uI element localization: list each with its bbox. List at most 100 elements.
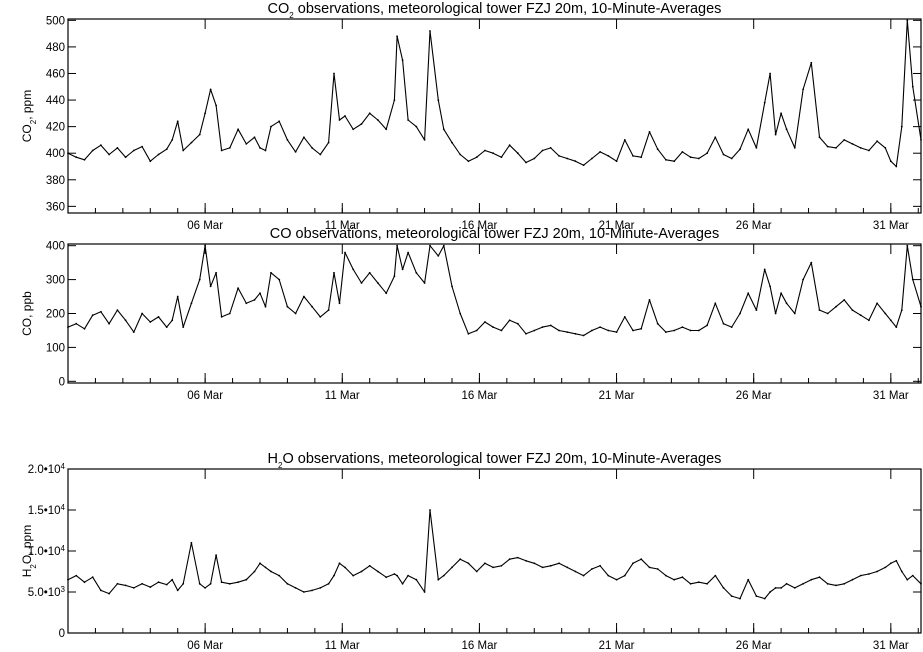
y-tick-mantissa: 400	[46, 148, 65, 160]
data-point	[566, 331, 569, 333]
data-point	[665, 331, 667, 333]
x-tick-label: 16 Mar	[462, 640, 498, 652]
data-point	[484, 562, 486, 565]
panel-title: CO2 observations, meteorological tower F…	[268, 1, 722, 20]
data-point	[264, 566, 267, 569]
y-axis-label-subscript: 2	[29, 564, 38, 569]
data-point	[785, 302, 788, 305]
x-tick-label: 26 Mar	[736, 220, 772, 232]
data-point	[204, 587, 207, 589]
y-axis-label-main: CO	[20, 124, 34, 142]
data-point	[500, 329, 503, 332]
y-tick-mantissa: 1.5•10	[28, 505, 61, 517]
data-point	[780, 292, 782, 295]
panel-title-subscript: 2	[289, 11, 294, 20]
data-point	[868, 573, 870, 575]
data-point	[640, 156, 643, 159]
data-point	[533, 329, 536, 332]
data-point	[415, 125, 418, 128]
data-point	[763, 597, 766, 600]
data-point	[442, 128, 445, 131]
data-point	[396, 574, 398, 577]
data-point	[333, 72, 335, 75]
data-point	[407, 251, 409, 254]
data-point	[648, 299, 651, 301]
x-tick-label: 31 Mar	[873, 220, 909, 232]
data-point	[396, 35, 398, 38]
data-point	[228, 312, 231, 315]
data-point	[566, 157, 569, 160]
data-point	[582, 334, 585, 337]
data-point	[906, 244, 909, 247]
y-tick-exponent: 4	[61, 544, 66, 553]
data-point	[396, 244, 398, 247]
y-axis-label-subscript: 2	[29, 119, 38, 124]
data-point	[377, 282, 379, 284]
data-point	[574, 160, 577, 163]
data-point	[157, 153, 160, 156]
y-tick-label: 500	[46, 15, 65, 27]
data-point	[91, 149, 94, 152]
data-point	[774, 587, 777, 589]
data-point	[319, 153, 322, 156]
data-point	[171, 319, 174, 322]
data-point	[83, 158, 86, 161]
data-point	[615, 160, 618, 163]
x-tick-label: 21 Mar	[599, 220, 635, 232]
data-point	[338, 119, 341, 121]
data-point	[368, 564, 371, 567]
data-point	[607, 574, 610, 577]
data-point	[549, 147, 552, 149]
data-point	[385, 128, 388, 131]
data-point	[165, 148, 168, 151]
data-point	[352, 268, 355, 271]
y-tick-label: 0	[59, 628, 65, 640]
data-point	[429, 509, 431, 511]
data-point	[437, 255, 440, 257]
data-point	[769, 591, 771, 593]
data-point	[393, 99, 396, 101]
data-point	[747, 128, 750, 131]
data-point	[818, 576, 821, 579]
data-point	[91, 576, 94, 579]
y-tick-mantissa: 500	[46, 15, 65, 27]
data-point	[835, 584, 837, 587]
data-point	[508, 319, 511, 322]
data-point	[632, 329, 634, 332]
data-point	[549, 324, 552, 327]
data-point	[549, 564, 552, 567]
data-point	[566, 566, 569, 569]
data-point	[141, 312, 144, 315]
y-tick-mantissa: 360	[46, 201, 65, 213]
data-point	[198, 278, 201, 281]
data-point	[623, 574, 626, 577]
data-point	[533, 562, 536, 565]
x-tick-label: 11 Mar	[325, 390, 360, 402]
data-point	[475, 570, 478, 573]
data-point	[338, 562, 341, 565]
data-point	[385, 292, 388, 295]
data-point	[108, 153, 110, 156]
data-point	[739, 597, 741, 600]
y-tick-mantissa: 480	[46, 42, 65, 54]
y-axis-label-rest: O, ppm	[20, 525, 34, 564]
data-point	[190, 302, 193, 305]
data-point	[176, 295, 179, 298]
data-point	[132, 149, 135, 152]
data-point	[574, 332, 577, 335]
panel-title: CO observations, meteorological tower FZ…	[270, 226, 719, 242]
data-point	[876, 302, 878, 305]
data-point	[393, 573, 396, 575]
data-point	[303, 295, 305, 298]
data-point	[591, 568, 593, 570]
data-point	[591, 157, 593, 160]
data-point	[774, 133, 777, 136]
panel-title-subscript: 2	[278, 461, 283, 470]
data-point	[149, 321, 152, 323]
data-point	[286, 305, 289, 308]
data-point	[541, 566, 544, 569]
y-axis-label: CO, ppb	[20, 291, 34, 336]
data-point	[722, 322, 725, 325]
data-point	[665, 158, 667, 161]
data-point	[451, 141, 453, 144]
